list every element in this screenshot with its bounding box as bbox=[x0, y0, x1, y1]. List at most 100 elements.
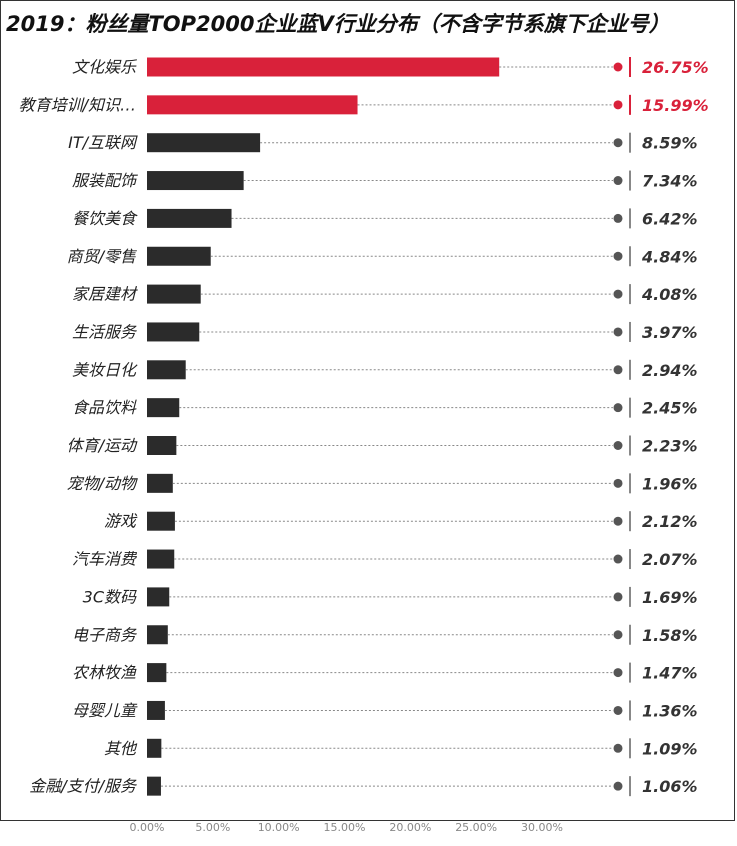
x-tick-label: 15.00% bbox=[324, 821, 366, 834]
end-dot bbox=[613, 62, 623, 72]
end-dot bbox=[613, 781, 623, 791]
x-tick-label: 25.00% bbox=[455, 821, 497, 834]
bar-row: 宠物/动物 1.96% bbox=[67, 473, 698, 494]
bar bbox=[147, 587, 170, 607]
end-dot bbox=[613, 403, 623, 413]
value-label: 7.34% bbox=[642, 172, 698, 191]
bar-row: 商贸/零售 4.84% bbox=[67, 246, 698, 267]
value-label: 4.84% bbox=[641, 247, 698, 266]
end-dot bbox=[613, 213, 623, 223]
end-dot bbox=[613, 743, 623, 753]
bar bbox=[147, 663, 167, 683]
x-tick-label: 10.00% bbox=[258, 821, 300, 834]
end-dot bbox=[613, 705, 623, 715]
bar bbox=[147, 398, 180, 418]
category-label: 体育/运动 bbox=[67, 436, 138, 455]
end-dot bbox=[613, 289, 623, 299]
bar-row: 电子商务 1.58% bbox=[72, 624, 698, 645]
bar bbox=[147, 246, 211, 266]
bar-row: IT/互联网 8.59% bbox=[68, 132, 698, 153]
bar-row: 食品饮料 2.45% bbox=[72, 397, 698, 418]
category-label: 生活服务 bbox=[72, 322, 138, 341]
end-dot bbox=[613, 630, 623, 640]
category-label: 商贸/零售 bbox=[67, 247, 137, 266]
category-label: 游戏 bbox=[104, 512, 138, 531]
bar bbox=[147, 171, 244, 191]
end-dot bbox=[613, 516, 623, 526]
bar-row: 体育/运动 2.23% bbox=[67, 435, 698, 456]
end-dot bbox=[613, 668, 623, 678]
chart-rows: 文化娱乐 26.75% 教育培训/知识… 15.99% IT/互联网 8.59% 服装配饰 7… bbox=[19, 57, 709, 797]
bar bbox=[147, 738, 162, 758]
end-dot bbox=[613, 592, 623, 602]
chart-title: 2019：粉丝量TOP2000企业蓝V行业分布（不含字节系旗下企业号） bbox=[6, 12, 670, 36]
bar-row: 3C数码 1.69% bbox=[83, 586, 698, 607]
end-dot bbox=[613, 554, 623, 564]
category-label: 家居建材 bbox=[72, 285, 138, 304]
category-label: 农林牧渔 bbox=[72, 663, 137, 682]
end-dot bbox=[613, 176, 623, 186]
end-dot bbox=[613, 100, 623, 110]
category-label: 服装配饰 bbox=[72, 171, 138, 190]
category-label: IT/互联网 bbox=[68, 133, 138, 152]
bar bbox=[147, 436, 177, 455]
bar-row: 家居建材 4.08% bbox=[72, 284, 698, 305]
value-label: 1.47% bbox=[642, 664, 698, 683]
category-label: 金融/支付/服务 bbox=[29, 777, 138, 796]
end-dot bbox=[613, 478, 623, 488]
end-dot bbox=[613, 251, 623, 261]
end-dot bbox=[613, 138, 623, 148]
category-label: 教育培训/知识… bbox=[19, 95, 136, 114]
value-label: 1.36% bbox=[642, 701, 698, 720]
x-tick-label: 5.00% bbox=[195, 821, 230, 834]
bar-row: 游戏 2.12% bbox=[104, 511, 698, 532]
value-label: 2.07% bbox=[642, 550, 698, 569]
value-label: 1.09% bbox=[642, 739, 698, 758]
bar bbox=[147, 133, 261, 153]
bar bbox=[147, 284, 201, 304]
bar bbox=[147, 208, 232, 228]
bar-row: 生活服务 3.97% bbox=[72, 321, 698, 342]
value-label: 2.94% bbox=[642, 361, 698, 380]
bar-row: 服装配饰 7.34% bbox=[72, 170, 698, 191]
chart-frame bbox=[0, 0, 735, 821]
value-label: 2.23% bbox=[642, 437, 698, 456]
category-label: 其他 bbox=[104, 739, 138, 758]
bar-row: 汽车消费 2.07% bbox=[72, 549, 698, 570]
x-tick-label: 30.00% bbox=[521, 821, 563, 834]
bar-row: 农林牧渔 1.47% bbox=[72, 662, 698, 683]
category-label: 美妆日化 bbox=[72, 360, 138, 379]
value-label: 2.12% bbox=[642, 512, 698, 531]
bar-row: 金融/支付/服务 1.06% bbox=[29, 776, 698, 797]
bar bbox=[147, 95, 358, 115]
category-label: 文化娱乐 bbox=[72, 58, 138, 77]
x-axis: 0.00% 5.00% 10.00% 15.00% 20.00% 25.00% 30.00% bbox=[130, 821, 563, 834]
bar-row: 其他 1.09% bbox=[104, 738, 698, 759]
bar-row: 教育培训/知识… 15.99% bbox=[19, 94, 709, 115]
category-label: 宠物/动物 bbox=[67, 474, 138, 493]
x-tick-label: 20.00% bbox=[389, 821, 431, 834]
bar-row: 母婴儿童 1.36% bbox=[72, 700, 698, 721]
x-tick-label: 0.00% bbox=[130, 821, 165, 834]
bar-row: 文化娱乐 26.75% bbox=[72, 57, 709, 77]
category-label: 电子商务 bbox=[72, 625, 138, 644]
bar bbox=[147, 549, 175, 569]
bar bbox=[147, 700, 165, 720]
category-label: 汽车消费 bbox=[72, 550, 138, 569]
value-label: 6.42% bbox=[642, 209, 698, 228]
bar bbox=[147, 360, 186, 380]
category-label: 3C数码 bbox=[83, 587, 137, 606]
bar bbox=[147, 625, 168, 645]
value-label: 15.99% bbox=[642, 96, 709, 115]
bar bbox=[147, 776, 161, 796]
bar-row: 餐饮美食 6.42% bbox=[72, 208, 698, 229]
category-label: 餐饮美食 bbox=[72, 209, 138, 228]
value-label: 4.08% bbox=[641, 285, 698, 304]
value-label: 26.75% bbox=[642, 58, 709, 77]
value-label: 1.96% bbox=[642, 474, 698, 493]
value-label: 8.59% bbox=[642, 134, 698, 153]
category-label: 母婴儿童 bbox=[72, 701, 138, 720]
value-label: 3.97% bbox=[642, 323, 698, 342]
value-label: 1.06% bbox=[642, 777, 698, 796]
bar bbox=[147, 57, 500, 77]
